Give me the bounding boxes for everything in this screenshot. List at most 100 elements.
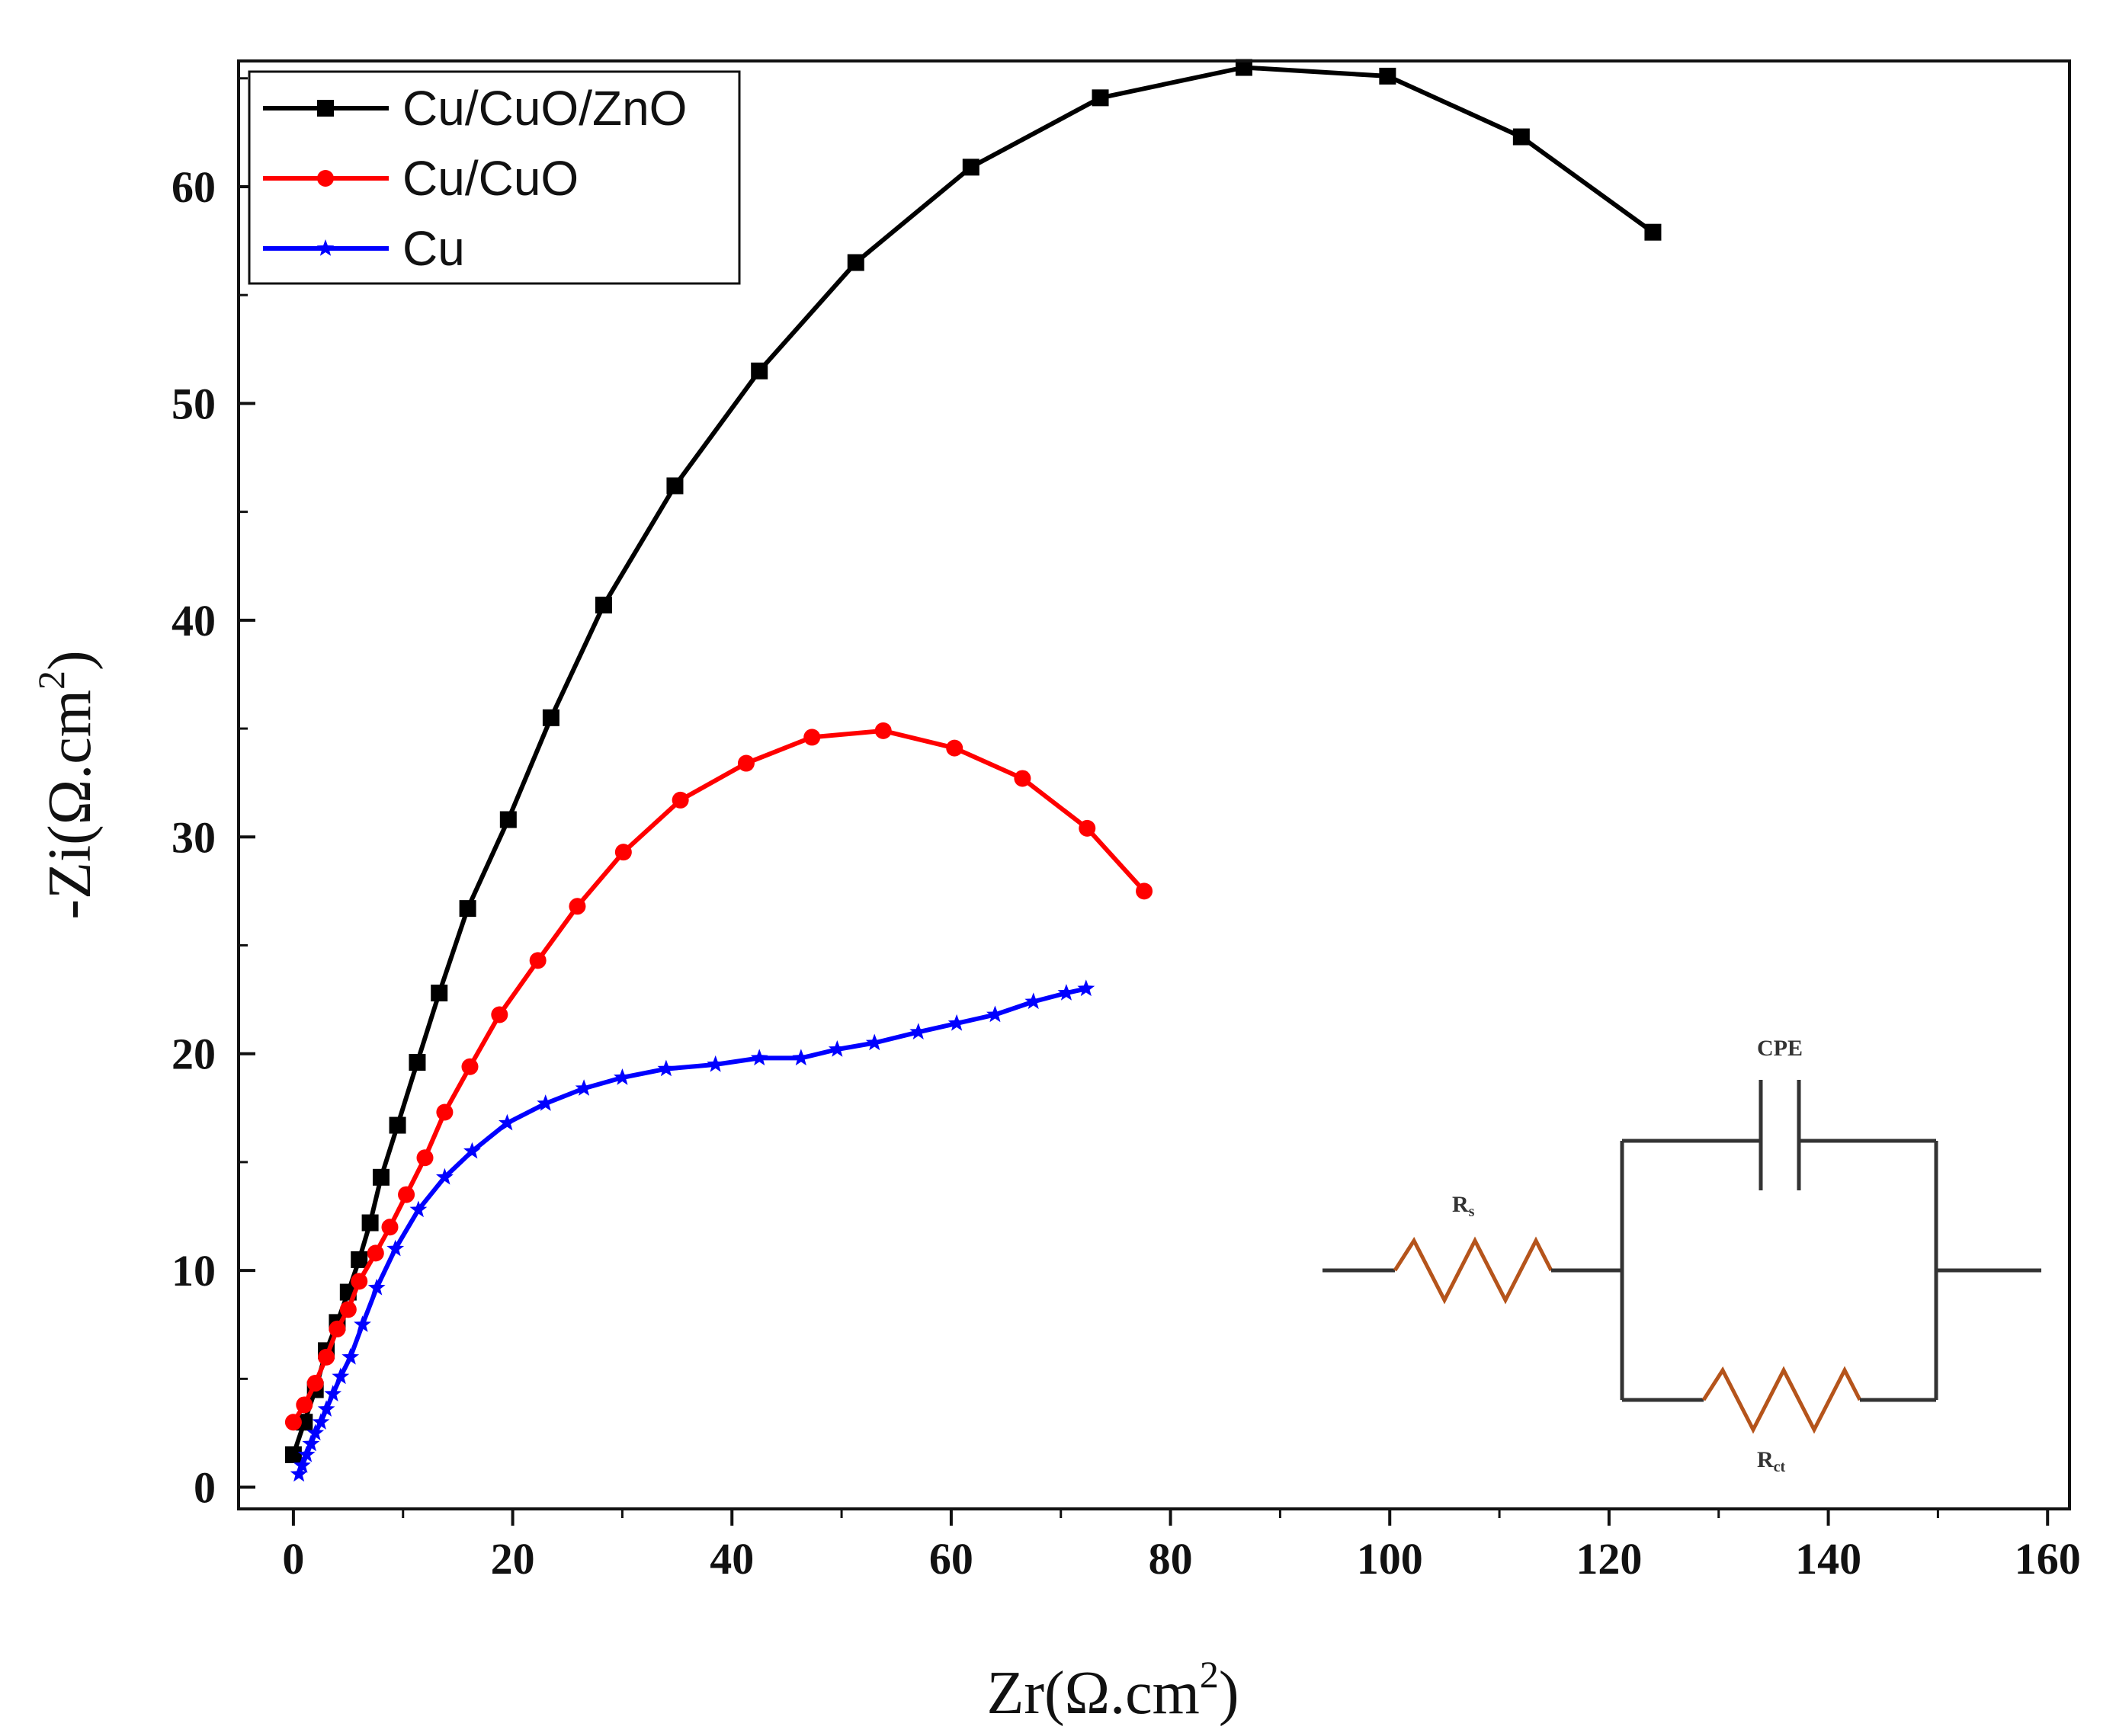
data-point-cu-cuo-zno <box>847 254 864 271</box>
legend-marker-cu <box>316 239 335 256</box>
data-point-cu <box>324 1385 342 1401</box>
data-point-cu-cuo <box>306 1375 324 1392</box>
data-point-cu-cuo <box>381 1219 399 1236</box>
data-point-cu-cuo <box>461 1058 479 1075</box>
data-point-cu-cuo <box>529 952 547 969</box>
data-point-cu-cuo <box>1136 882 1153 900</box>
legend-label-cu-cuo-zno: Cu/CuO/ZnO <box>402 81 687 136</box>
data-point-cu <box>436 1167 454 1185</box>
x-tick-label: 0 <box>282 1534 304 1584</box>
legend-label-cu-cuo: Cu/CuO <box>402 151 579 206</box>
legend-marker-cu-cuo-zno <box>317 100 334 117</box>
data-point-cu-cuo-zno <box>1512 128 1530 146</box>
data-point-cu-cuo <box>672 791 689 809</box>
data-point-cu <box>332 1367 350 1385</box>
data-point-cu-cuo-zno <box>351 1251 368 1268</box>
equivalent-circuit-diagram: CPE Rs Rct <box>1322 1036 2041 1475</box>
x-axis-title-sup: 2 <box>1200 1653 1219 1696</box>
y-tick-label: 0 <box>194 1463 216 1513</box>
data-point-cu <box>499 1113 516 1131</box>
data-point-cu-cuo <box>737 754 755 772</box>
x-tick-label: 160 <box>2015 1534 2081 1584</box>
data-point-cu-cuo-zno <box>666 477 684 495</box>
data-point-cu-cuo-zno <box>499 811 517 828</box>
data-point-cu <box>947 1014 966 1031</box>
data-point-cu <box>537 1094 555 1111</box>
y-tick-label: 20 <box>172 1030 216 1079</box>
data-point-cu <box>409 1200 428 1218</box>
data-point-cu-cuo-zno <box>409 1054 426 1071</box>
x-tick-label: 120 <box>1576 1534 1642 1584</box>
data-point-cu <box>614 1068 631 1085</box>
data-point-cu-cuo-zno <box>751 362 768 380</box>
data-point-cu <box>575 1079 593 1096</box>
data-point-cu-cuo <box>614 844 632 861</box>
legend-marker-cu-cuo <box>317 170 334 187</box>
data-point-cu <box>306 1424 325 1441</box>
data-point-cu-cuo <box>491 1006 508 1023</box>
data-point-cu-cuo <box>296 1396 313 1414</box>
legend-label-cu: Cu <box>402 221 465 276</box>
data-point-cu-cuo-zno <box>431 985 448 1002</box>
x-tick-label: 40 <box>710 1534 754 1584</box>
data-point-cu-cuo <box>874 722 892 739</box>
series-cu-cuo <box>284 722 1153 1431</box>
data-point-cu-cuo-zno <box>361 1214 379 1232</box>
data-point-cu <box>312 1413 330 1430</box>
data-point-cu <box>792 1049 810 1066</box>
series-cu <box>290 979 1095 1482</box>
data-point-cu-cuo-zno <box>595 596 612 613</box>
y-axis-title: -Zi(Ω.cm2) <box>30 650 104 919</box>
rs-subscript: s <box>1469 1203 1475 1220</box>
resistor-rct <box>1701 1366 1862 1434</box>
data-point-cu <box>367 1278 386 1296</box>
y-axis-ticks: 0 10 20 30 40 50 60 <box>172 77 255 1513</box>
data-point-cu <box>354 1315 371 1332</box>
data-point-cu-cuo <box>329 1320 346 1337</box>
data-point-cu-cuo <box>284 1414 302 1431</box>
data-point-cu-cuo <box>1014 770 1031 787</box>
x-tick-label: 20 <box>491 1534 535 1584</box>
x-axis-title: Zr(Ω.cm2) <box>987 1653 1239 1727</box>
data-point-cu <box>1077 979 1095 997</box>
series-line-cu-cuo <box>291 728 1146 1424</box>
data-point-cu-cuo-zno <box>459 900 476 918</box>
data-point-cu-cuo <box>436 1103 454 1121</box>
data-point-cu <box>317 1400 335 1417</box>
data-point-cu <box>865 1033 883 1051</box>
rs-label: Rs <box>1452 1192 1475 1220</box>
data-point-cu-cuo-zno <box>542 709 559 726</box>
legend: Cu/CuO/ZnO Cu/CuO Cu <box>248 70 741 285</box>
y-tick-label: 50 <box>172 379 216 428</box>
data-point-cu-cuo <box>803 729 821 746</box>
data-point-cu-cuo-zno <box>372 1168 390 1186</box>
y-tick-label: 60 <box>172 162 216 212</box>
series-layer <box>284 59 1662 1482</box>
data-point-cu-cuo <box>339 1301 357 1318</box>
data-point-cu <box>290 1465 308 1482</box>
data-point-cu-cuo <box>367 1244 384 1262</box>
data-point-cu <box>1024 992 1043 1010</box>
resistor-rs <box>1393 1236 1553 1305</box>
y-tick-label: 30 <box>172 812 216 862</box>
x-tick-label: 140 <box>1795 1534 1861 1584</box>
y-tick-label: 40 <box>172 596 216 645</box>
y-tick-label: 10 <box>172 1246 216 1296</box>
data-point-cu-cuo <box>398 1186 415 1203</box>
data-point-cu-cuo-zno <box>1379 67 1396 85</box>
data-point-cu <box>909 1023 928 1039</box>
x-tick-label: 100 <box>1357 1534 1423 1584</box>
y-axis-title-sup: 2 <box>30 671 72 690</box>
data-point-cu <box>297 1445 316 1462</box>
plot-frame <box>237 59 2071 1510</box>
data-point-cu-cuo <box>416 1149 434 1167</box>
x-axis-ticks: 0 20 40 60 80 100 120 140 160 <box>282 1509 2081 1584</box>
data-point-cu-cuo-zno <box>1644 223 1662 241</box>
rct-label: Rct <box>1757 1447 1786 1475</box>
data-point-cu-cuo <box>569 898 586 915</box>
data-point-cu-cuo <box>318 1348 335 1366</box>
data-point-cu-cuo <box>946 739 963 757</box>
data-point-cu <box>750 1049 768 1066</box>
x-tick-label: 80 <box>1149 1534 1193 1584</box>
